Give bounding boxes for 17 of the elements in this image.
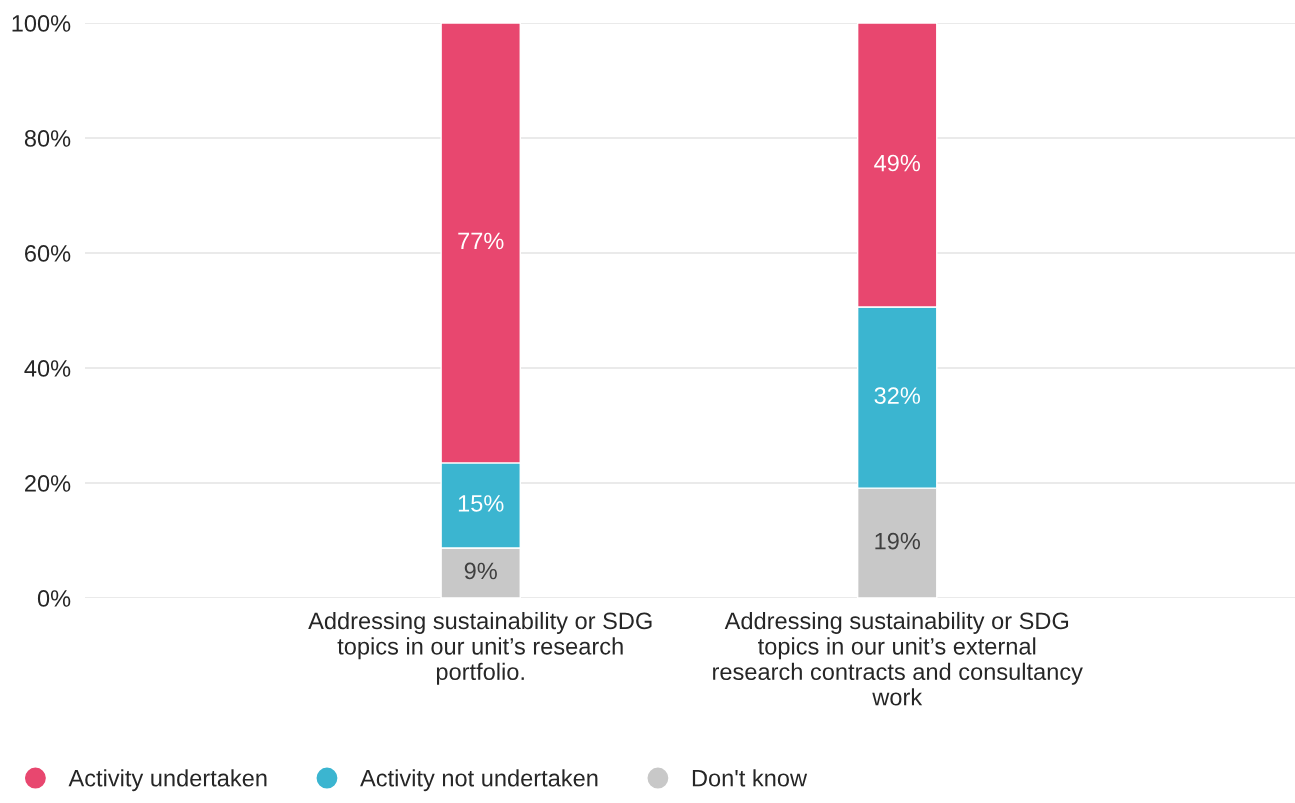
data-label: 77% bbox=[458, 232, 504, 250]
y-tick-label: 100% bbox=[12, 15, 71, 32]
y-tick-label: 40% bbox=[24, 360, 71, 377]
x-tick-label: Addressing sustainability or SDG topics in our unit’s external research contracts and consultancy work bbox=[713, 611, 1083, 706]
legend-label: Activity undertaken bbox=[68, 769, 267, 792]
data-label: 19% bbox=[875, 532, 921, 550]
data-label: 9% bbox=[464, 562, 497, 580]
y-tick-label: 60% bbox=[25, 245, 71, 262]
y-tick-label: 0% bbox=[37, 590, 71, 607]
data-label: 15% bbox=[458, 495, 504, 512]
legend-label: Activity not undertaken bbox=[360, 769, 598, 792]
y-tick-label: 80% bbox=[24, 130, 71, 147]
legend-label: Don't know bbox=[692, 769, 808, 787]
data-label: 49% bbox=[874, 154, 921, 172]
y-tick-label: 20% bbox=[25, 475, 71, 492]
x-tick-label: Addressing sustainability or SDG topics in our unit’s research portfolio. bbox=[308, 611, 652, 685]
data-label: 32% bbox=[874, 387, 921, 404]
